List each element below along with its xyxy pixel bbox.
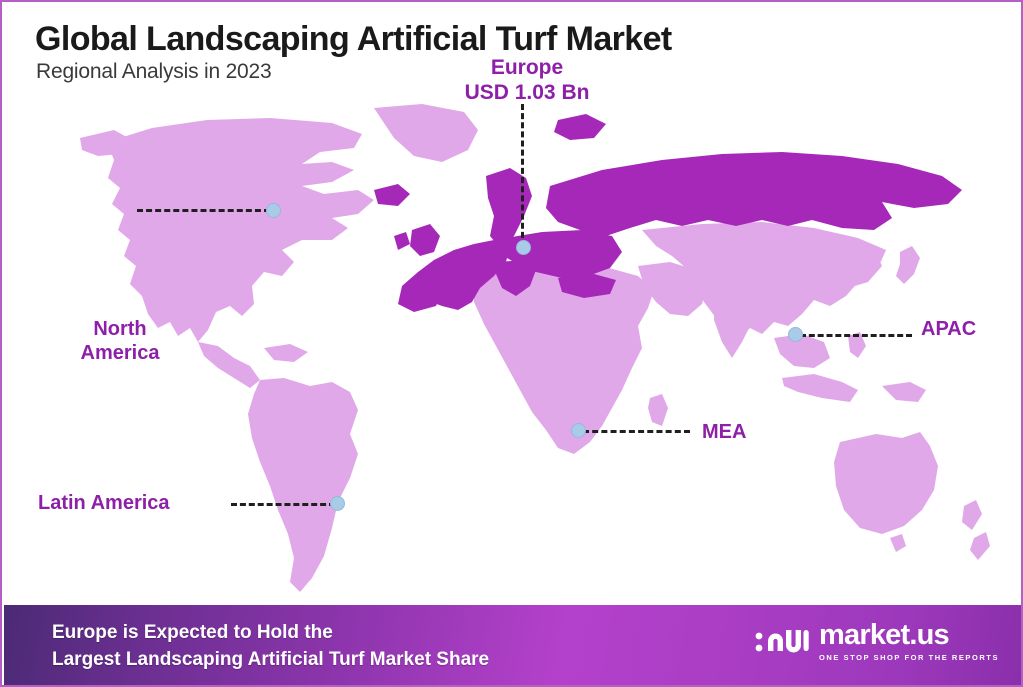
leader-line-north-america bbox=[137, 209, 270, 212]
region-new-zealand bbox=[962, 500, 990, 560]
marker-apac bbox=[788, 327, 803, 342]
market-us-logo-mark bbox=[755, 630, 809, 653]
marker-north-america bbox=[266, 203, 281, 218]
region-uk-ireland bbox=[394, 224, 440, 256]
page-subtitle: Regional Analysis in 2023 bbox=[36, 60, 272, 83]
region-label-latin-america: Latin America bbox=[38, 492, 170, 514]
market-us-logo: market.us ONE STOP SHOP FOR THE REPORTS bbox=[754, 621, 999, 663]
region-japan bbox=[896, 246, 920, 284]
region-south-america bbox=[248, 378, 358, 592]
region-china-east bbox=[792, 236, 882, 288]
region-italy-balkans bbox=[496, 260, 536, 296]
region-label-mea: MEA bbox=[702, 421, 747, 443]
banner-headline: Europe is Expected to Hold the Largest L… bbox=[52, 622, 490, 670]
region-label-north-america: North America bbox=[80, 318, 160, 364]
region-label-apac: APAC bbox=[921, 318, 977, 340]
region-caribbean bbox=[264, 344, 308, 362]
bottom-banner: Europe is Expected to Hold the Largest L… bbox=[4, 605, 1021, 685]
region-tasmania bbox=[890, 534, 906, 552]
region-greenland bbox=[374, 104, 478, 162]
region-scandinavia bbox=[486, 168, 532, 248]
logo-wordmark: market.us bbox=[819, 619, 950, 651]
marker-mea bbox=[571, 423, 586, 438]
marker-latin-america bbox=[330, 496, 345, 511]
region-turkey-cauc bbox=[558, 274, 616, 298]
page-title: Global Landscaping Artificial Turf Marke… bbox=[35, 20, 672, 58]
leader-line-latin-america bbox=[231, 503, 335, 506]
leader-line-europe bbox=[521, 104, 524, 247]
map-highlight-regions bbox=[374, 114, 962, 312]
world-map-container bbox=[2, 90, 1021, 602]
region-north-america bbox=[107, 118, 374, 342]
region-png bbox=[882, 382, 926, 402]
logo-tagline: ONE STOP SHOP FOR THE REPORTS bbox=[819, 653, 999, 662]
marker-europe bbox=[516, 240, 531, 255]
region-middle-east bbox=[638, 262, 708, 316]
map-base-regions bbox=[80, 104, 990, 592]
region-iceland bbox=[374, 184, 410, 206]
region-label-europe: Europe USD 1.03 Bn bbox=[464, 56, 590, 104]
leader-line-mea bbox=[583, 430, 690, 433]
region-africa bbox=[474, 262, 654, 454]
region-madagascar bbox=[648, 394, 668, 426]
region-central-america bbox=[198, 342, 260, 388]
leader-line-apac bbox=[800, 334, 912, 337]
region-india bbox=[714, 284, 758, 358]
region-sea bbox=[774, 334, 830, 368]
region-alaska bbox=[80, 130, 132, 156]
region-svalbard bbox=[554, 114, 606, 140]
region-russia bbox=[546, 152, 962, 236]
market-us-logo-text: market.us ONE STOP SHOP FOR THE REPORTS bbox=[819, 621, 999, 663]
region-iberia bbox=[398, 284, 442, 312]
region-australia bbox=[834, 432, 938, 534]
region-philippines bbox=[848, 332, 866, 358]
region-indonesia bbox=[782, 374, 858, 402]
world-map-svg bbox=[80, 104, 990, 592]
